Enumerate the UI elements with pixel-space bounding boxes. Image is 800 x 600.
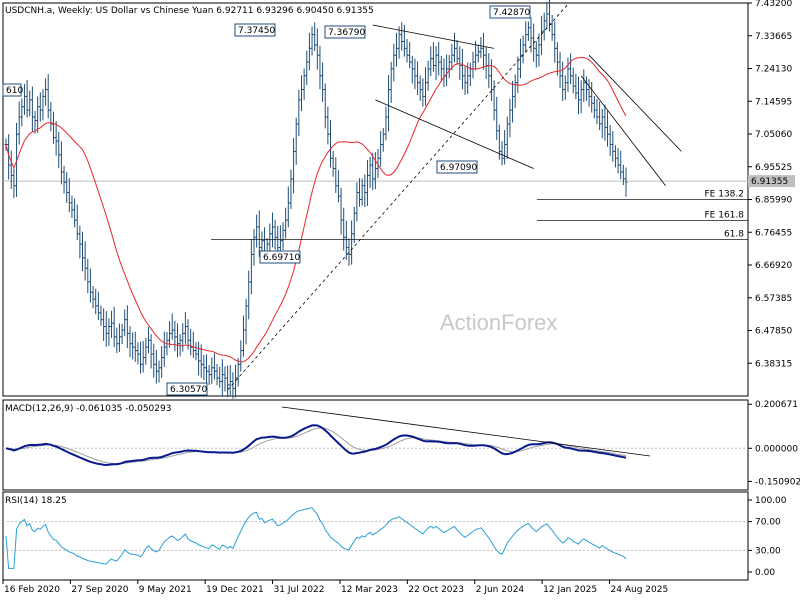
panel-frames	[2, 2, 749, 581]
rsi-tick-label: 100.00	[755, 496, 787, 506]
price-annotation: 6.69710	[263, 253, 300, 263]
price-annotation: 7.36790	[328, 28, 365, 38]
last-price-label: 6.91355	[751, 177, 788, 187]
watermark: ActionForex	[440, 310, 557, 335]
macd-tick-label: 0.200671	[755, 400, 798, 410]
macd-trend-line	[281, 406, 651, 457]
macd-panel-frame	[2, 399, 749, 491]
price-tick-label: 7.33665	[755, 32, 792, 42]
x-tick-label: 12 Jan 2025	[543, 585, 597, 595]
macd-tick-label: -0.150902	[755, 477, 800, 487]
trend-support-dashed	[227, 3, 569, 391]
macd-label: MACD(12,26,9) -0.061035 -0.050293	[5, 404, 171, 414]
y-axes: 7.43200 7.33665 7.24130 7.14595 7.05060 6.955…	[748, 0, 800, 578]
x-tick-label: 9 May 2021	[139, 585, 192, 595]
x-tick-label: 19 Dec 2021	[206, 585, 264, 595]
moving-average-line	[5, 57, 627, 363]
macd-panel	[3, 406, 748, 467]
x-tick-label: 27 Sep 2020	[71, 585, 128, 595]
rsi-panel	[3, 507, 748, 569]
price-annotation-box	[234, 23, 276, 37]
price-tick-label: 7.14595	[755, 97, 792, 107]
x-tick-label: 31 Jul 2022	[274, 585, 325, 595]
fib-level-label: FE 161.8	[705, 211, 745, 221]
price-tick-label: 6.76455	[755, 228, 792, 238]
price-tick-label: 6.95525	[755, 163, 792, 173]
macd-line	[5, 424, 627, 467]
trend-lines	[227, 3, 682, 391]
rsi-panel-frame	[2, 491, 749, 581]
trend-upper-channel	[372, 24, 495, 49]
rsi-tick-label: 70.00	[755, 518, 781, 528]
price-tick-label: 6.47850	[755, 327, 792, 337]
x-tick-label: 24 Aug 2025	[611, 585, 669, 595]
rsi-line	[5, 507, 627, 569]
fib-level-label: 61.8	[724, 230, 744, 240]
price-annotation: 7.37450	[238, 26, 275, 36]
price-tick-label: 6.66920	[755, 261, 792, 271]
fib-levels: FE 138.2 FE 161.8 61.8	[211, 189, 748, 241]
price-annotation-box	[259, 250, 301, 264]
price-annotation-box	[489, 5, 531, 19]
price-annotation: 6.30570	[170, 385, 207, 395]
trend-lower-channel	[375, 99, 534, 169]
fib-level-label: FE 138.2	[705, 189, 745, 199]
x-axis: 16 Feb 2020 27 Sep 2020 9 May 2021 19 Dec 2…	[2, 580, 669, 595]
price-tick-label: 6.38315	[755, 359, 792, 369]
price-annotations: 7.42870 7.37450 7.36790 6.97090 6.69710 6.305…	[2, 5, 531, 396]
x-tick-label: 2 Jun 2024	[476, 585, 525, 595]
price-annotation-box	[166, 382, 208, 396]
price-annotation-box	[324, 25, 366, 39]
x-tick-label: 16 Feb 2020	[4, 585, 60, 595]
price-bars	[4, 0, 628, 399]
trend-down-upper	[588, 54, 682, 152]
price-tick-label: 6.85990	[755, 196, 792, 206]
macd-signal-line	[5, 427, 627, 465]
macd-tick-label: 0.000000	[755, 444, 798, 454]
last-price-box	[748, 175, 795, 188]
price-annotation-box	[436, 160, 478, 174]
rsi-label: RSI(14) 18.25	[5, 496, 67, 506]
price-tick-label: 7.05060	[755, 130, 792, 140]
price-tick-label: 6.57385	[755, 294, 792, 304]
x-tick-label: 12 Mar 2023	[341, 585, 398, 595]
price-annotation: 610	[6, 86, 23, 96]
rsi-tick-label: 30.00	[755, 546, 781, 556]
price-annotation: 7.42870	[493, 8, 530, 18]
price-tick-label: 7.24130	[755, 65, 792, 75]
trend-down-lower	[580, 75, 666, 186]
chart-title: USDCNH.a, Weekly: US Dollar vs Chinese Y…	[5, 6, 374, 16]
x-tick-label: 22 Oct 2023	[408, 585, 464, 595]
price-annotation-box	[2, 83, 22, 97]
rsi-tick-label: 0.00	[755, 568, 775, 578]
price-annotation: 6.97090	[440, 163, 477, 173]
price-tick-label: 7.43200	[755, 0, 792, 9]
